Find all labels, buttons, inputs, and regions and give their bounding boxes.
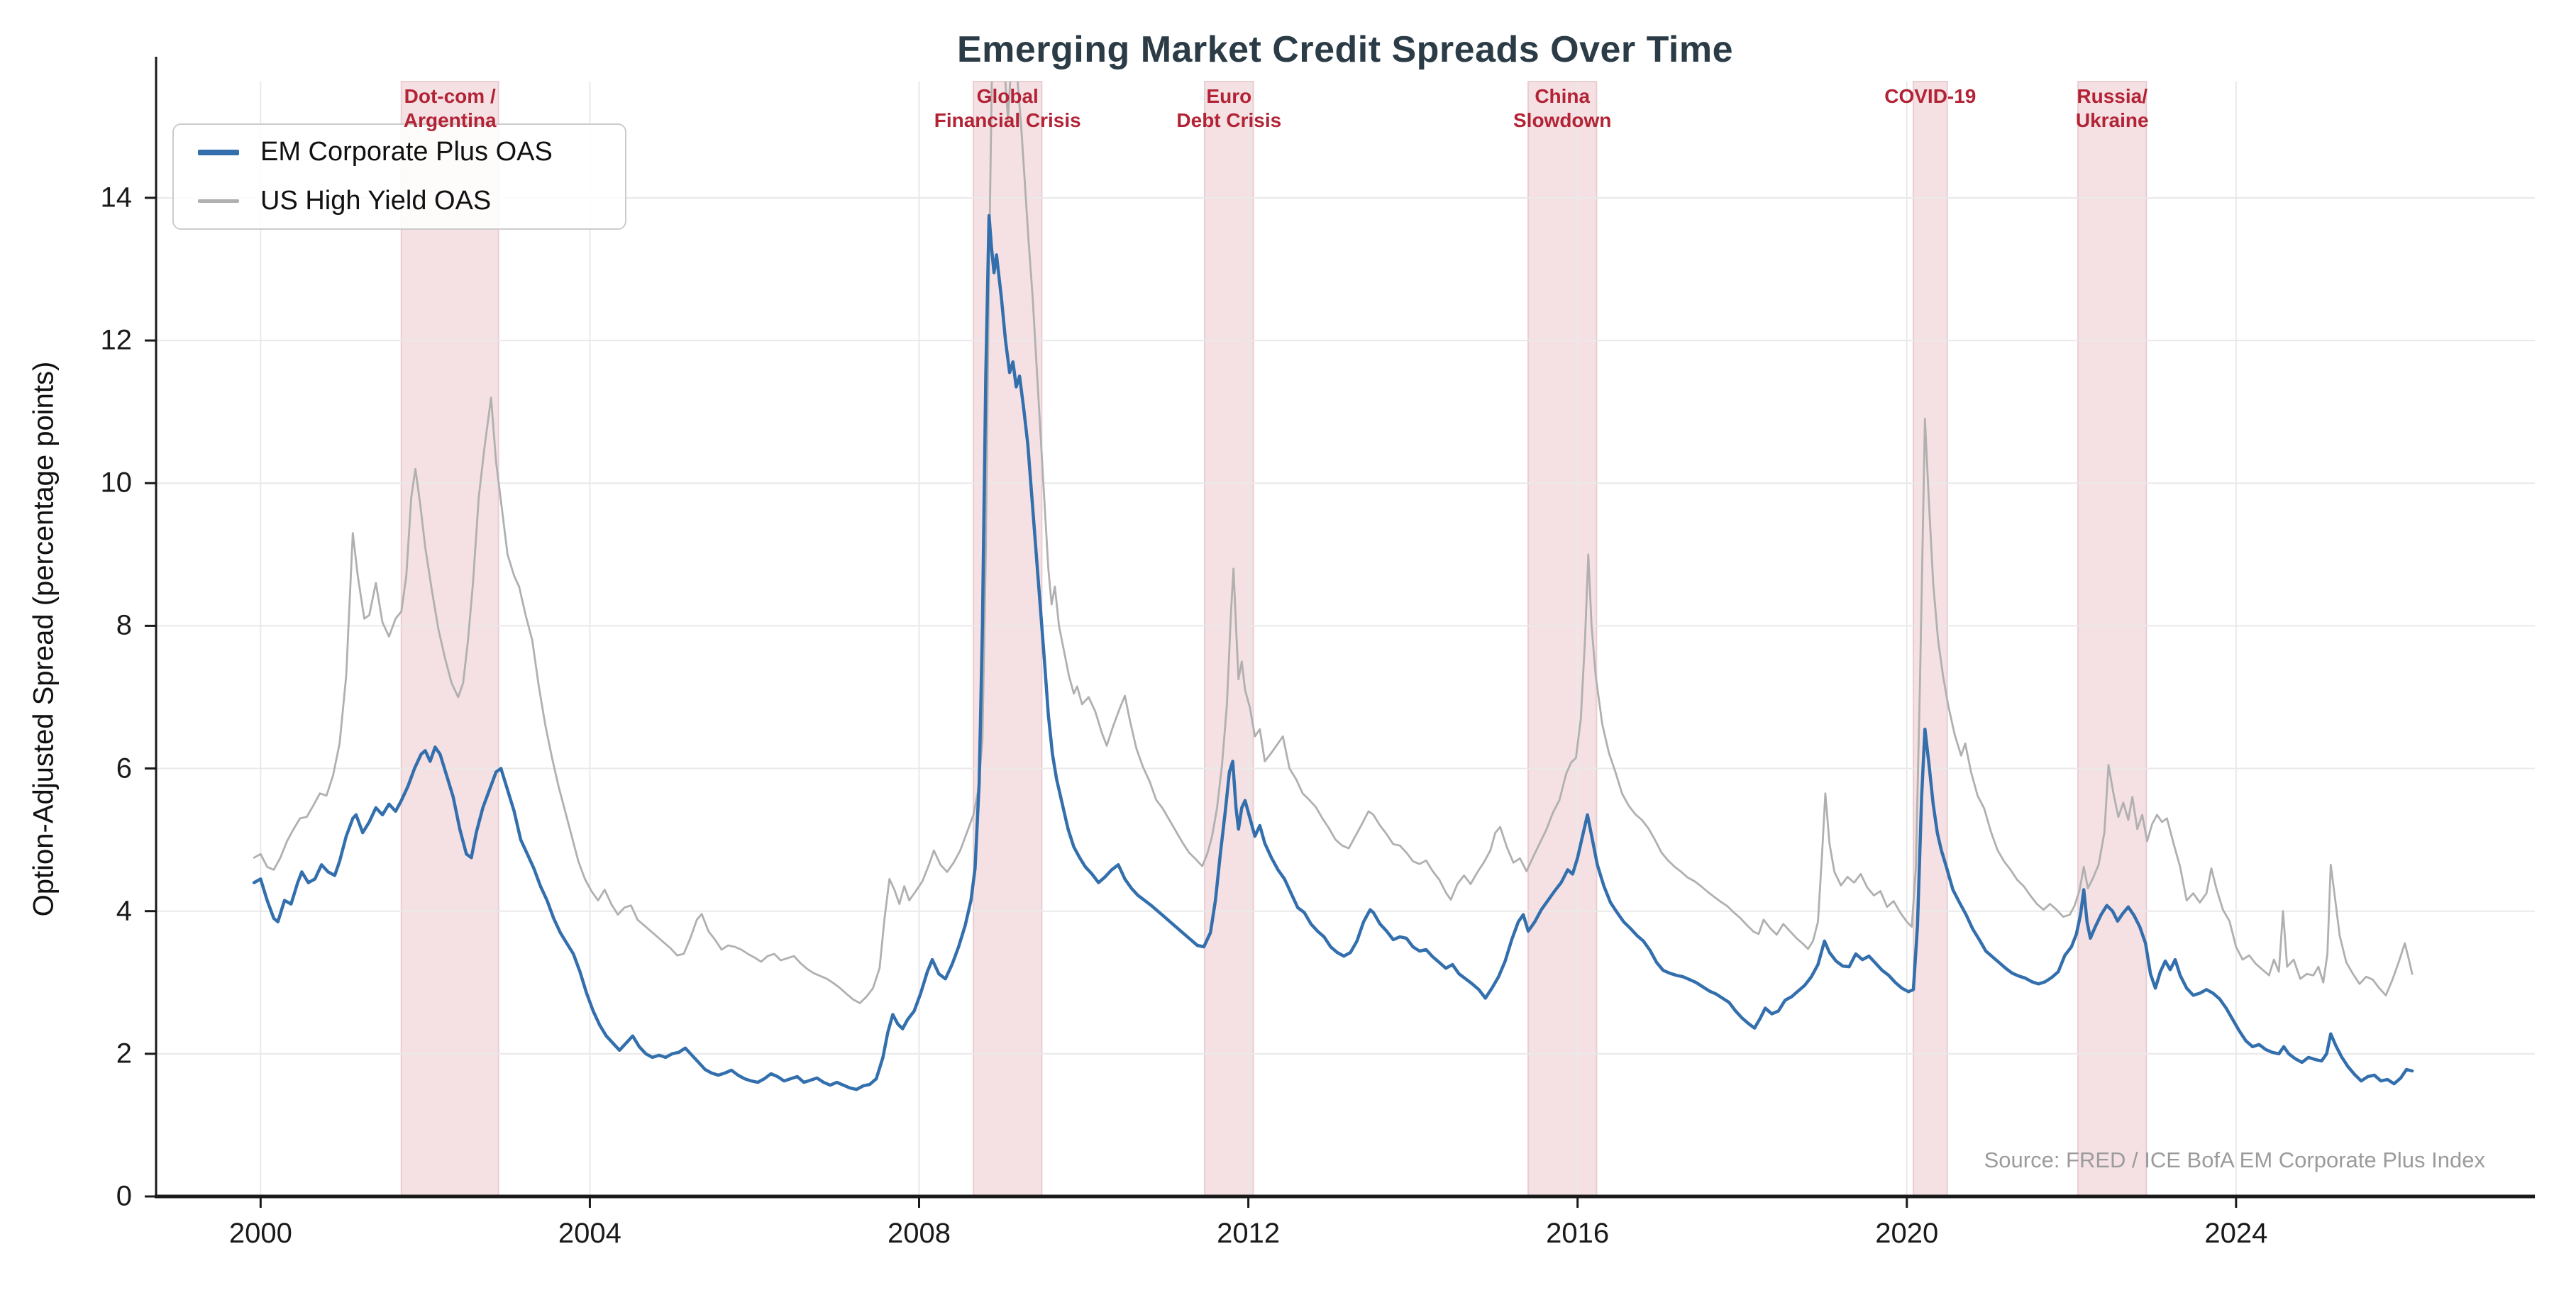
crisis-band-china-slowdown — [1527, 81, 1598, 1197]
crisis-label-russia-ukraine: Russia/Ukraine — [2076, 84, 2149, 133]
x-tick-label-2004: 2004 — [558, 1218, 621, 1249]
crisis-band-dotcom-argentina — [400, 81, 499, 1197]
crisis-label-line: Slowdown — [1513, 109, 1612, 131]
legend-item-us-high-yield: US High Yield OAS — [198, 186, 601, 216]
y-tick-label-0: 0 — [116, 1180, 132, 1212]
crisis-label-covid-19: COVID-19 — [1884, 84, 1976, 109]
crisis-label-line: Russia/ — [2077, 85, 2148, 107]
y-tick-label-10: 10 — [100, 467, 133, 499]
us-high-yield-line-swatch — [198, 199, 239, 203]
legend-label-us-high-yield: US High Yield OAS — [260, 186, 492, 216]
x-tick-label-2000: 2000 — [228, 1218, 292, 1249]
legend-label-em-corporate: EM Corporate Plus OAS — [260, 137, 553, 167]
crisis-label-global-financial-crisis: Global Financial Crisis — [934, 84, 1081, 133]
crisis-label-line: COVID-19 — [1884, 85, 1977, 107]
x-tick-label-2016: 2016 — [1546, 1218, 1610, 1249]
crisis-label-line: Ukraine — [2075, 109, 2149, 131]
crisis-label-line: Financial Crisis — [934, 109, 1081, 131]
y-tick-label-12: 12 — [100, 324, 133, 356]
crisis-label-dotcom-argentina: Dot-com / Argentina — [404, 84, 497, 133]
crisis-label-line: China — [1535, 85, 1591, 107]
y-tick-label-4: 4 — [116, 895, 132, 927]
legend-item-em-corporate: EM Corporate Plus OAS — [198, 137, 601, 167]
y-tick-label-6: 6 — [116, 752, 132, 784]
line-em-corporate-plus-oas — [252, 213, 2414, 1091]
crisis-label-euro-debt-crisis: Euro Debt Crisis — [1176, 84, 1281, 133]
em-corporate-line-swatch — [198, 149, 239, 155]
x-tick-label-2008: 2008 — [888, 1218, 951, 1249]
y-tick-label-2: 2 — [116, 1038, 132, 1070]
x-tick-label-2012: 2012 — [1217, 1218, 1281, 1249]
chart-title: Emerging Market Credit Spreads Over Time — [956, 29, 1734, 70]
crisis-label-china-slowdown: China Slowdown — [1513, 84, 1611, 133]
y-axis-label: Option-Adjusted Spread (percentage point… — [28, 361, 60, 917]
crisis-label-line: Global — [976, 85, 1039, 107]
crisis-bands — [400, 81, 2147, 1197]
crisis-label-line: Debt Crisis — [1176, 109, 1282, 131]
x-tick-label-2024: 2024 — [2204, 1218, 2268, 1249]
x-tick-label-2020: 2020 — [1875, 1218, 1939, 1249]
line-us-high-yield-oas — [253, 82, 2414, 1004]
y-tick-label-8: 8 — [116, 609, 132, 641]
crisis-band-covid-19 — [1913, 81, 1948, 1197]
crisis-band-russia-ukraine — [2077, 81, 2147, 1197]
legend: EM Corporate Plus OAS US High Yield OAS — [172, 123, 626, 230]
crisis-label-line: Argentina — [403, 109, 497, 131]
crisis-label-line: Dot-com / — [404, 85, 496, 107]
source-note: Source: FRED / ICE BofA EM Corporate Plu… — [1984, 1148, 2485, 1172]
gridlines — [156, 82, 2535, 1196]
series-lines — [252, 82, 2414, 1091]
axes — [145, 57, 2535, 1208]
crisis-label-line: Euro — [1206, 85, 1252, 107]
y-tick-label-14: 14 — [100, 182, 133, 213]
